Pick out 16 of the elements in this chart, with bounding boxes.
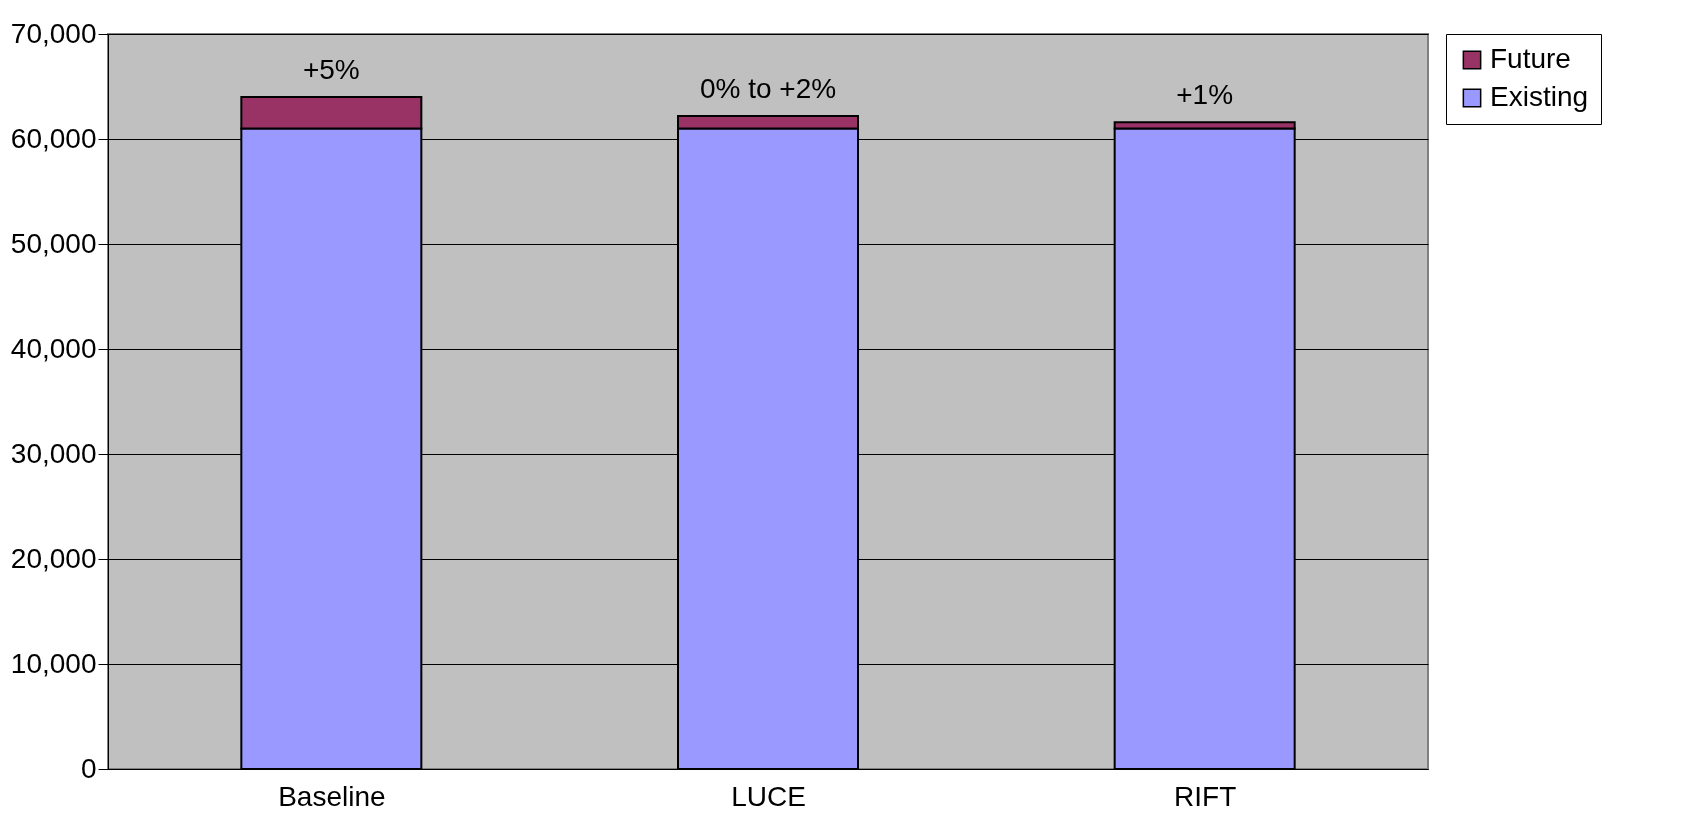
- annotation: +5%: [302, 54, 360, 85]
- legend-label: Future: [1490, 43, 1571, 74]
- x-tick-label: LUCE: [731, 780, 806, 812]
- y-tick-label: 40,000: [10, 332, 97, 364]
- legend-label: Existing: [1490, 81, 1589, 112]
- y-tick-label: 70,000: [10, 17, 97, 49]
- annotation: +1%: [1176, 79, 1234, 111]
- y-tick-label: 20,000: [10, 542, 97, 574]
- y-tick-label: 0: [80, 752, 97, 784]
- x-tick-label: RIFT: [1174, 780, 1237, 812]
- y-tick-label: 30,000: [10, 437, 97, 469]
- y-tick-label: 60,000: [10, 122, 97, 154]
- y-tick-label: 10,000: [10, 647, 97, 679]
- y-tick-label: 50,000: [10, 227, 97, 259]
- annotation: 0% to +2%: [699, 72, 837, 104]
- x-tick-label: Baseline: [278, 780, 386, 812]
